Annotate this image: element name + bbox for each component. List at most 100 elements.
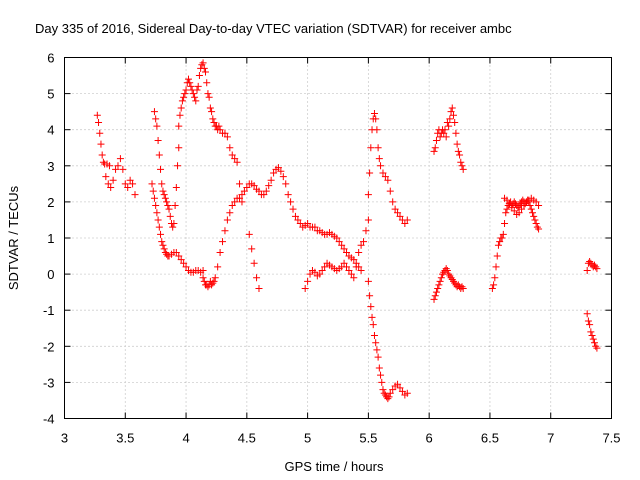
data-point xyxy=(291,212,299,220)
data-point xyxy=(355,248,363,256)
y-tick-label: 1 xyxy=(47,231,54,246)
data-point xyxy=(443,118,451,126)
data-point xyxy=(214,263,222,271)
data-point xyxy=(265,182,273,190)
data-point xyxy=(435,281,443,289)
x-tick-label: 7 xyxy=(547,431,554,446)
data-point xyxy=(279,173,287,181)
data-point xyxy=(347,270,355,278)
y-tick-label: 5 xyxy=(47,87,54,102)
data-point xyxy=(531,216,539,224)
data-point xyxy=(586,321,594,329)
data-point xyxy=(453,140,461,148)
plot-area-border xyxy=(64,57,612,419)
data-point xyxy=(515,209,523,217)
data-point xyxy=(443,266,451,274)
data-point xyxy=(442,265,450,273)
data-point xyxy=(584,317,592,325)
data-point xyxy=(583,310,591,318)
data-markers xyxy=(93,59,601,403)
data-point xyxy=(384,176,392,184)
data-point xyxy=(364,216,372,224)
data-point xyxy=(172,248,180,256)
data-point xyxy=(289,205,297,213)
y-tick-label: -4 xyxy=(43,412,55,427)
data-point xyxy=(200,64,208,72)
data-point xyxy=(304,277,312,285)
data-point xyxy=(195,72,203,80)
data-point xyxy=(221,227,229,235)
data-point xyxy=(245,230,253,238)
data-point xyxy=(204,283,212,291)
data-point xyxy=(451,279,459,287)
data-point xyxy=(436,133,444,141)
data-point xyxy=(152,202,160,210)
data-point xyxy=(215,122,223,130)
data-point xyxy=(182,86,190,94)
data-point xyxy=(161,194,169,202)
data-point xyxy=(366,292,374,300)
data-point xyxy=(505,200,513,208)
data-point xyxy=(373,346,381,354)
data-point xyxy=(514,203,522,211)
data-point xyxy=(379,386,387,394)
data-point xyxy=(175,144,183,152)
data-point xyxy=(526,202,534,210)
data-point xyxy=(389,386,397,394)
data-point xyxy=(301,285,309,293)
x-axis-label: GPS time / hours xyxy=(285,459,384,474)
data-point xyxy=(532,198,540,206)
data-point xyxy=(153,122,161,130)
data-point xyxy=(445,122,453,130)
data-point xyxy=(533,223,541,231)
series-g2 xyxy=(501,194,543,219)
data-point xyxy=(431,144,439,152)
data-point xyxy=(228,151,236,159)
data-point xyxy=(216,126,224,134)
data-point xyxy=(155,223,163,231)
series-h2 xyxy=(583,310,601,352)
data-point xyxy=(333,234,341,242)
series-e2 xyxy=(364,109,411,228)
data-point xyxy=(520,202,528,210)
data-point xyxy=(187,82,195,90)
data-point xyxy=(451,118,459,126)
data-point xyxy=(112,165,120,173)
data-point xyxy=(163,198,171,206)
data-point xyxy=(150,108,158,116)
data-point xyxy=(199,59,207,67)
data-point xyxy=(198,61,206,69)
data-point xyxy=(357,241,365,249)
data-point xyxy=(236,194,244,202)
series-f1 xyxy=(430,104,467,173)
data-point xyxy=(177,256,185,264)
data-point xyxy=(157,165,165,173)
data-point xyxy=(503,205,511,213)
data-point xyxy=(398,387,406,395)
data-point xyxy=(436,277,444,285)
data-point xyxy=(352,259,360,267)
series-d2 xyxy=(308,223,365,274)
data-point xyxy=(194,82,202,90)
data-point xyxy=(243,183,251,191)
data-point xyxy=(367,144,375,152)
data-point xyxy=(350,256,358,264)
data-point xyxy=(590,261,598,269)
series-c2 xyxy=(245,230,263,293)
series-b2 xyxy=(148,180,207,276)
data-point xyxy=(226,144,234,152)
data-point xyxy=(441,126,449,134)
data-point xyxy=(527,205,535,213)
data-point xyxy=(202,68,210,76)
data-point xyxy=(496,238,504,246)
data-point xyxy=(503,196,511,204)
data-point xyxy=(99,158,107,166)
data-point xyxy=(587,328,595,336)
data-point xyxy=(440,268,448,276)
data-point xyxy=(499,230,507,238)
data-point xyxy=(440,129,448,137)
data-point xyxy=(357,266,365,274)
data-point xyxy=(432,288,440,296)
series-a2 xyxy=(102,155,139,199)
